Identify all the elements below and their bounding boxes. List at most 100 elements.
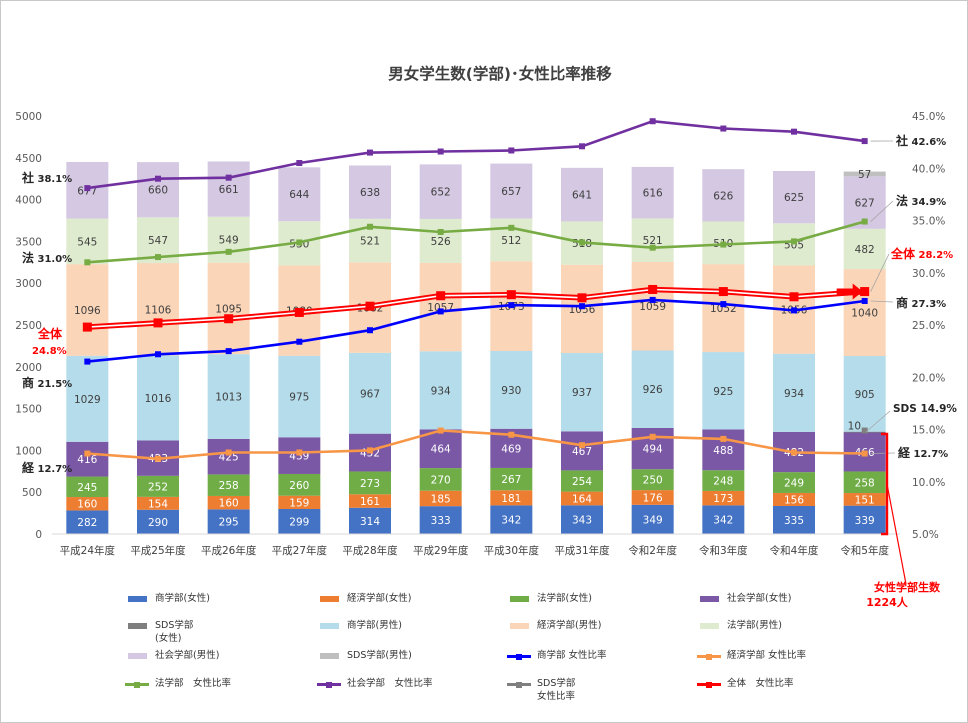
- bar-value-label: 57: [858, 169, 871, 181]
- bar-value-label: 254: [572, 476, 592, 488]
- bar-segment: [137, 475, 179, 497]
- bar-segment: [419, 218, 462, 263]
- bar-value-label: 154: [148, 498, 168, 510]
- bar-value-label: 290: [148, 517, 168, 529]
- bar-segment: [278, 437, 321, 474]
- bar-segment: [137, 263, 179, 356]
- bar-segment: [278, 473, 321, 496]
- bar-value-label: 1052: [710, 303, 737, 315]
- bar-segment: [773, 472, 815, 493]
- bar-segment: [137, 509, 179, 534]
- category-label: 平成24年度: [60, 544, 116, 557]
- bar-value-label: 270: [431, 474, 451, 486]
- series-marker: [225, 174, 232, 181]
- label-kei-end: 経 12.7%: [898, 445, 948, 460]
- bar-segment: [419, 490, 462, 507]
- category-label: 令和3年度: [699, 544, 748, 557]
- bar-segment: [207, 509, 250, 534]
- series-marker: [296, 449, 303, 456]
- series-marker: [860, 287, 870, 297]
- series-marker: [82, 322, 92, 332]
- bar-value-label: 1059: [639, 301, 666, 313]
- total-arrow-icon: [836, 283, 863, 300]
- bar-value-label: 299: [289, 517, 309, 529]
- bar-segment: [66, 355, 109, 442]
- label-sds-end: SDS 14.9%: [893, 403, 957, 415]
- bar-value-label: 661: [219, 184, 239, 196]
- bar-value-label: 937: [572, 387, 592, 399]
- female-total-leader: [886, 483, 907, 585]
- left-tick-label: 4500: [15, 153, 42, 165]
- bar-value-label: 425: [219, 452, 239, 464]
- bar-value-label: 333: [431, 515, 451, 527]
- bar-value-label: 250: [643, 475, 663, 487]
- bar-segment: [702, 352, 745, 430]
- leader-line: [870, 452, 896, 454]
- right-tick-label: 35.0%: [912, 216, 945, 228]
- bar-value-label: 258: [855, 477, 875, 489]
- bar-segment: [207, 216, 250, 263]
- bar-value-label: 638: [360, 187, 380, 199]
- bar-segment: [207, 438, 250, 475]
- bar-segment: [561, 470, 603, 492]
- bar-value-label: 467: [572, 446, 592, 458]
- bar-value-label: 160: [77, 499, 97, 511]
- bar-segment: [561, 505, 603, 534]
- bar-segment: [702, 264, 745, 353]
- bar-segment: [490, 505, 533, 534]
- series-marker: [506, 290, 516, 300]
- series-marker: [224, 314, 234, 324]
- bar-segment: [207, 262, 250, 355]
- bar-value-label: 657: [501, 186, 521, 198]
- bar-value-label: 258: [219, 480, 239, 492]
- label-ho-end: 法 34.9%: [896, 193, 946, 208]
- bar-segment: [207, 354, 250, 439]
- bar-segment: [631, 166, 674, 219]
- bar-segment: [66, 476, 109, 498]
- bar-segment: [702, 169, 745, 222]
- left-tick-label: 1500: [15, 404, 42, 416]
- bar-value-label: 339: [855, 515, 875, 527]
- series-marker: [84, 259, 91, 266]
- bar-value-label: 1106: [145, 304, 172, 316]
- series-marker: [579, 143, 585, 150]
- bar-segment: [349, 352, 391, 434]
- bar-value-label: 343: [572, 515, 592, 527]
- series-marker: [367, 149, 373, 156]
- bar-value-label: 1016: [145, 393, 172, 405]
- bar-value-label: 151: [855, 494, 875, 506]
- bar-value-label: 488: [713, 445, 733, 457]
- bar-value-label: 1095: [215, 303, 242, 315]
- label-kei-start: 経 12.7%: [22, 460, 72, 475]
- bar-segment: [843, 471, 886, 494]
- bar-value-label: 181: [501, 493, 521, 505]
- bar-value-label: 164: [572, 493, 592, 505]
- bar-segment: [419, 262, 462, 352]
- bar-value-label: 930: [501, 385, 521, 397]
- right-tick-label: 5.0%: [912, 529, 939, 541]
- leader-line: [870, 253, 890, 292]
- series-marker: [577, 293, 587, 303]
- bar-segment: [773, 171, 815, 224]
- series-marker: [720, 241, 727, 248]
- leader-line: [870, 200, 894, 222]
- series-marker: [296, 239, 303, 246]
- right-tick-label: 20.0%: [912, 372, 945, 384]
- bar-segment: [207, 161, 250, 217]
- bar-segment: [278, 355, 321, 438]
- bar-segment: [66, 441, 109, 477]
- bar-segment: [490, 467, 533, 491]
- bar-value-label: 1029: [74, 394, 101, 406]
- leader-line: [865, 410, 891, 433]
- series-marker: [648, 284, 658, 294]
- series-marker: [225, 348, 232, 355]
- series-marker: [508, 302, 515, 309]
- series-marker: [861, 450, 868, 457]
- series-marker: [155, 455, 161, 462]
- series-marker: [155, 175, 161, 182]
- label-sha-start: 社 38.1%: [21, 170, 72, 185]
- series-line: [87, 119, 865, 190]
- series-marker: [437, 427, 444, 434]
- bar-segment: [207, 474, 250, 496]
